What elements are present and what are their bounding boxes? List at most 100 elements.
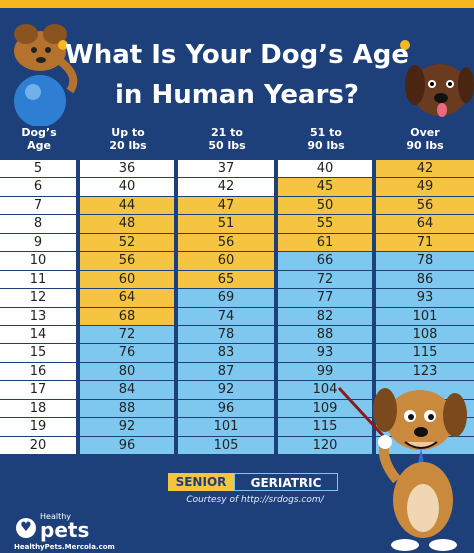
human-age-cell: 51 (178, 215, 276, 234)
human-age-cell: 105 (178, 436, 276, 455)
human-age-cell: 84 (80, 381, 176, 400)
table-row: 8 48 51 55 64 (0, 215, 474, 234)
dog-age-cell: 10 (0, 252, 78, 271)
cartoon-dog-pointer-illustration (337, 386, 467, 551)
human-age-cell: 115 (376, 344, 474, 363)
human-age-cell: 76 (80, 344, 176, 363)
dog-age-cell: 12 (0, 289, 78, 308)
human-age-cell: 50 (278, 196, 374, 216)
header-text: Up to (111, 126, 145, 139)
decorative-dot (400, 40, 410, 50)
table-row: 11 60 65 72 86 (0, 270, 474, 290)
human-age-cell: 92 (178, 381, 276, 400)
human-age-cell: 120 (278, 436, 374, 455)
human-age-cell: 108 (376, 325, 474, 345)
human-age-cell: 74 (178, 307, 276, 326)
dog-age-cell: 16 (0, 362, 78, 382)
header-text: 90 lbs (406, 139, 444, 152)
dog-age-cell: 17 (0, 381, 78, 400)
human-age-cell: 72 (80, 325, 176, 345)
human-age-cell: 83 (178, 344, 276, 363)
legend-senior: SENIOR (168, 473, 234, 491)
human-age-cell: 44 (80, 196, 176, 216)
logo-healthy-text: Healthy (40, 512, 72, 521)
logo-url-text: HealthyPets.Mercola.com (14, 543, 115, 551)
dog-age-cell: 13 (0, 307, 78, 326)
human-age-cell: 80 (80, 362, 176, 382)
human-age-cell: 56 (376, 196, 474, 216)
table-row: 13 68 74 82 101 (0, 307, 474, 326)
human-age-cell: 36 (80, 160, 176, 179)
human-age-cell: 99 (278, 362, 374, 382)
human-age-cell: 88 (80, 399, 176, 419)
page-title-line1: What Is Your Dog’s Age (65, 40, 409, 70)
human-age-cell: 78 (376, 252, 474, 271)
header-dog-age: Dog’s Age (0, 126, 78, 160)
human-age-cell: 82 (278, 307, 374, 326)
dog-age-cell: 5 (0, 160, 78, 179)
human-age-cell: 60 (178, 252, 276, 271)
human-age-cell: 49 (376, 178, 474, 197)
decorative-dot (58, 40, 68, 50)
human-age-cell: 45 (278, 178, 374, 197)
brown-dog-illustration (405, 64, 474, 117)
header-text: Age (27, 139, 51, 152)
header-text: 21 to (211, 126, 243, 139)
dog-age-cell: 19 (0, 418, 78, 437)
table-row: 7 44 47 50 56 (0, 196, 474, 216)
human-age-cell: 42 (178, 178, 276, 197)
header-51-to-90: 51 to 90 lbs (278, 126, 374, 160)
header-up-to-20: Up to 20 lbs (80, 126, 176, 160)
table-row: 6 40 42 45 49 (0, 178, 474, 197)
table-row: 16 80 87 99 123 (0, 362, 474, 382)
human-age-cell: 109 (278, 399, 374, 419)
human-age-cell: 64 (376, 215, 474, 234)
human-age-cell: 52 (80, 233, 176, 253)
human-age-cell: 42 (376, 160, 474, 179)
human-age-cell: 104 (278, 381, 374, 400)
human-age-cell: 65 (178, 270, 276, 290)
human-age-cell: 61 (278, 233, 374, 253)
dog-age-cell: 11 (0, 270, 78, 290)
human-age-cell: 87 (178, 362, 276, 382)
legend: SENIOR GERIATRIC (168, 473, 338, 491)
human-age-cell: 101 (178, 418, 276, 437)
human-age-cell: 55 (278, 215, 374, 234)
dog-age-cell: 14 (0, 325, 78, 345)
human-age-cell: 64 (80, 289, 176, 308)
header-text: Over (410, 126, 440, 139)
human-age-cell: 78 (178, 325, 276, 345)
paw-icon: ♥ (16, 518, 36, 538)
human-age-cell: 72 (278, 270, 374, 290)
human-age-cell: 93 (278, 344, 374, 363)
dog-age-cell: 15 (0, 344, 78, 363)
human-age-cell: 93 (376, 289, 474, 308)
human-age-cell: 96 (80, 436, 176, 455)
table-row: 14 72 78 88 108 (0, 325, 474, 345)
table-row: 20 96 105 120 (0, 436, 474, 455)
human-age-cell: 86 (376, 270, 474, 290)
table-row: 18 88 96 109 (0, 399, 474, 419)
human-age-cell: 37 (178, 160, 276, 179)
header-text: Dog’s (21, 126, 57, 139)
legend-geriatric: GERIATRIC (234, 473, 338, 491)
header-over-90: Over 90 lbs (376, 126, 474, 160)
human-age-cell: 115 (278, 418, 374, 437)
human-age-cell: 40 (80, 178, 176, 197)
table-row: 5 36 37 40 42 (0, 160, 474, 179)
human-age-cell: 69 (178, 289, 276, 308)
title-block: What Is Your Dog’s Age in Human Years? (64, 32, 410, 118)
human-age-cell: 48 (80, 215, 176, 234)
courtesy-credit: Courtesy of http://srdogs.com/ (186, 495, 324, 505)
dog-age-cell: 18 (0, 399, 78, 419)
page-title-line2: in Human Years? (115, 80, 359, 110)
table-row: 12 64 69 77 93 (0, 289, 474, 308)
age-table: 5 36 37 40 42 6 40 42 45 49 7 44 47 50 56 8 48 51 55 64 9 52 5… (0, 160, 474, 455)
table-row: 17 84 92 104 (0, 381, 474, 400)
human-age-cell: 88 (278, 325, 374, 345)
header-text: 51 to (310, 126, 342, 139)
logo-pets-text: pets (40, 518, 90, 542)
human-age-cell: 60 (80, 270, 176, 290)
healthy-pets-logo: ♥ Healthy pets HealthyPets.Mercola.com (14, 512, 115, 551)
